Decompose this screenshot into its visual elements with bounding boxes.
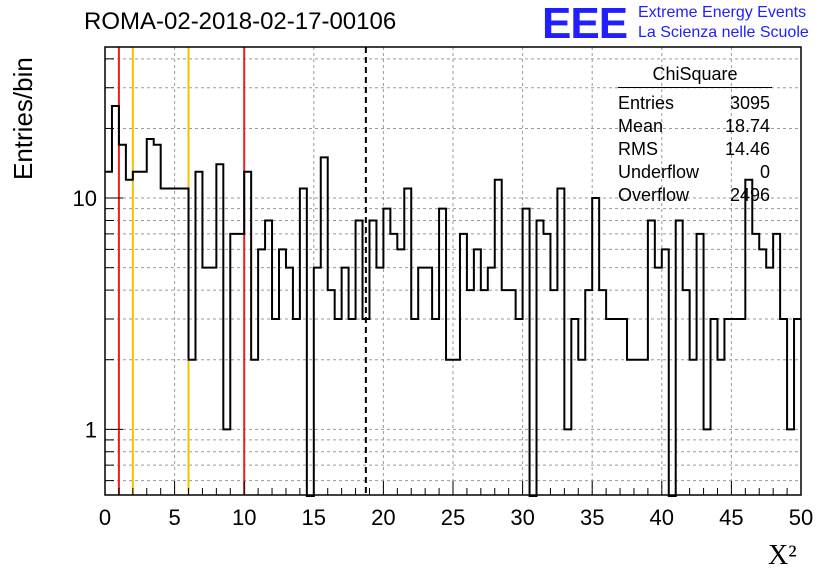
stats-label: Underflow bbox=[618, 162, 700, 182]
stats-label: Entries bbox=[618, 93, 675, 113]
stats-label: RMS bbox=[618, 139, 658, 159]
stats-title: ChiSquare bbox=[618, 64, 772, 88]
histogram-line bbox=[105, 105, 801, 497]
stats-value: 14.46 bbox=[724, 139, 770, 159]
y-axis-label: Entries/bin bbox=[8, 57, 38, 180]
stats-value: 0 bbox=[759, 162, 770, 182]
stats-box: ChiSquare Entries 3095 Mean 18.74 RMS 14.46… bbox=[612, 64, 778, 207]
stats-row: RMS 14.46 bbox=[612, 138, 778, 161]
stats-value: 2496 bbox=[729, 185, 770, 205]
y-tick-label: 10 bbox=[73, 186, 97, 211]
logo-line-1: Extreme Energy Events bbox=[638, 4, 807, 21]
axis-ticks bbox=[104, 58, 802, 495]
stats-row: Mean 18.74 bbox=[612, 115, 778, 138]
stats-label: Overflow bbox=[618, 185, 690, 205]
x-tick-label: 40 bbox=[650, 505, 674, 530]
x-tick-label: 20 bbox=[371, 505, 395, 530]
x-tick-label: 10 bbox=[232, 505, 256, 530]
eee-logo: EEE Extreme Energy Events La Scienza nel… bbox=[542, 2, 832, 46]
stats-label: Mean bbox=[618, 116, 664, 136]
x-tick-label: 35 bbox=[580, 505, 604, 530]
stats-row: Entries 3095 bbox=[612, 92, 778, 115]
logo-line-2: La Scienza nelle Scuole bbox=[638, 24, 809, 41]
x-tick-label: 25 bbox=[441, 505, 465, 530]
x-tick-label: 15 bbox=[302, 505, 326, 530]
x-axis-label: X² bbox=[768, 540, 797, 571]
plot-title: ROMA-02-2018-02-17-00106 bbox=[84, 8, 397, 35]
y-tick-label: 1 bbox=[85, 417, 97, 442]
marker-lines bbox=[117, 47, 367, 495]
x-tick-label: 50 bbox=[789, 505, 813, 530]
x-tick-label: 30 bbox=[510, 505, 534, 530]
x-tick-label: 45 bbox=[719, 505, 743, 530]
stats-value: 18.74 bbox=[724, 116, 770, 136]
x-tick-label: 0 bbox=[99, 505, 111, 530]
x-tick-label: 5 bbox=[168, 505, 180, 530]
tick-labels: 0 5 10 15 20 25 30 35 40 45 50 1 10 bbox=[73, 186, 814, 530]
stats-value: 3095 bbox=[729, 93, 770, 113]
logo-mark: EEE bbox=[542, 0, 628, 48]
stats-row: Overflow 2496 bbox=[612, 184, 778, 207]
stats-row: Underflow 0 bbox=[612, 161, 778, 184]
